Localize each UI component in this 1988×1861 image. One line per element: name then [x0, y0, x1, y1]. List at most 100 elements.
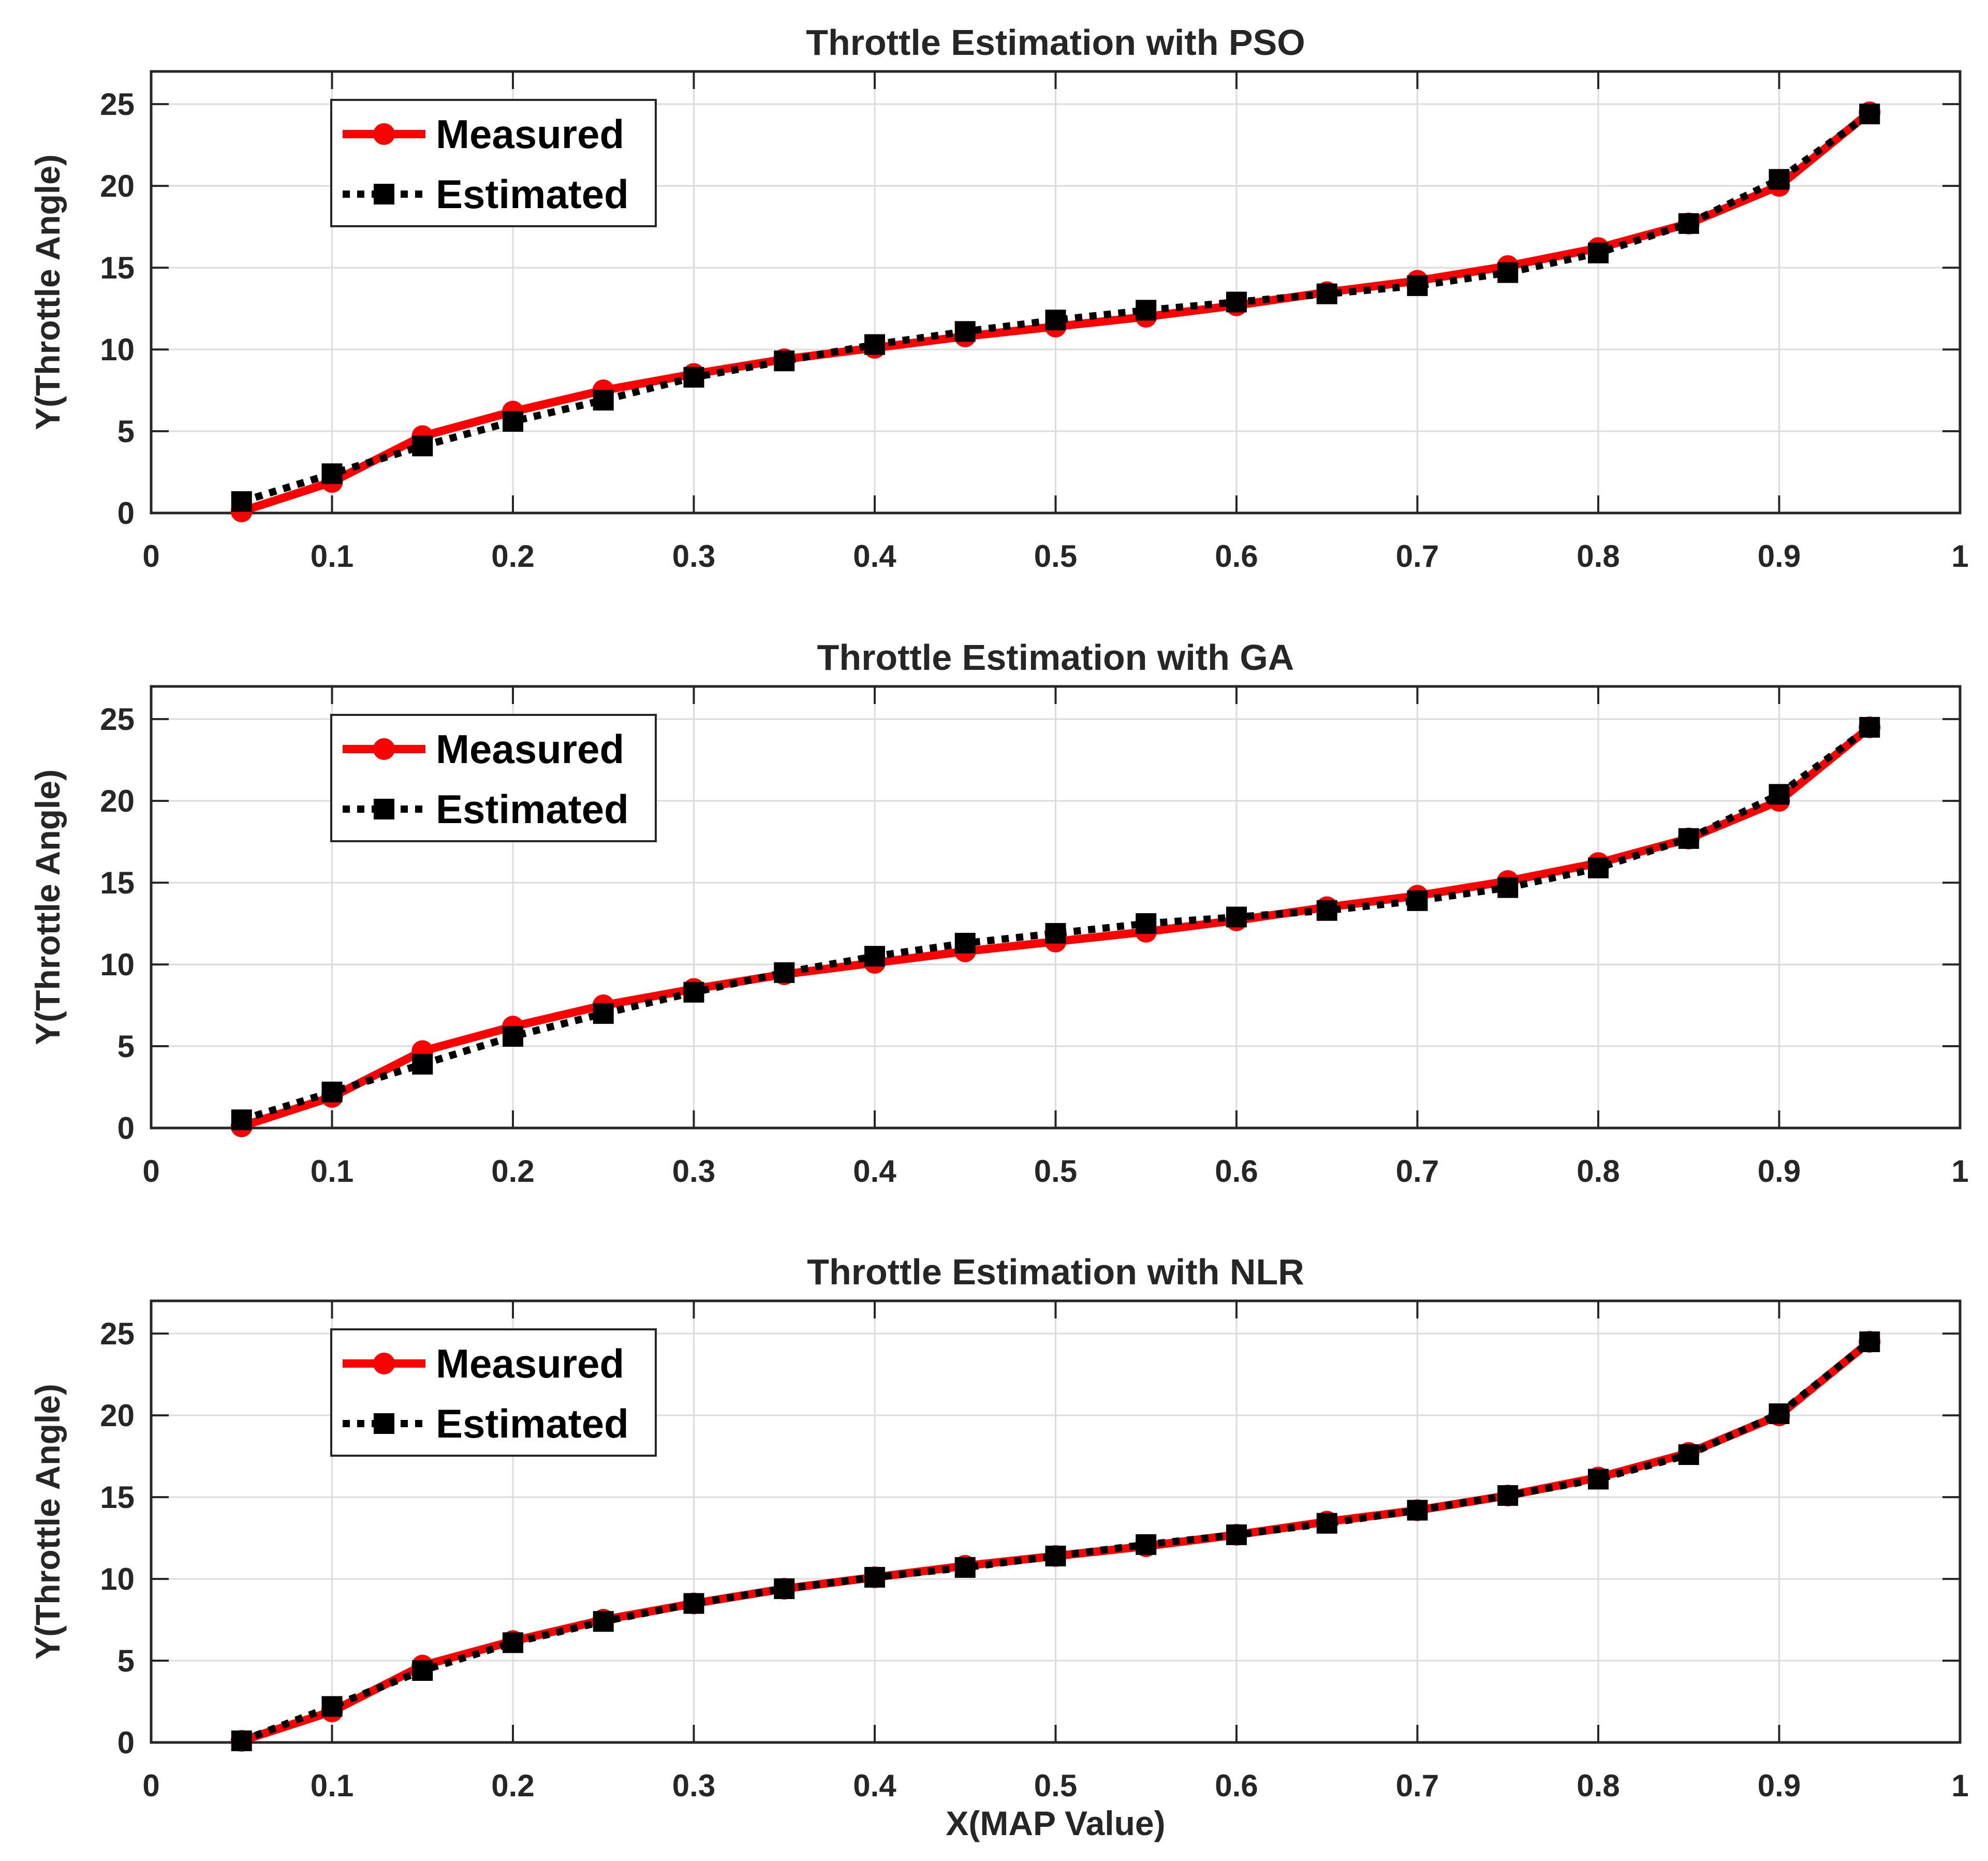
data-point-estimated	[1407, 890, 1428, 911]
data-point-estimated	[593, 390, 614, 411]
x-tick-label: 0.7	[1396, 539, 1439, 574]
data-point-estimated	[321, 1081, 343, 1103]
legend-marker-estimated	[374, 184, 394, 204]
x-tick-label: 0.5	[1034, 1154, 1077, 1189]
chart-panel-2: 0 0.1 0.2 0.3 0.4 0.5 0.6 0.7 0.8 0.9 10510152025T…	[28, 637, 1969, 1189]
x-tick-label: 0.8	[1577, 1768, 1619, 1803]
series-estimated	[231, 1331, 1880, 1751]
legend: Measured Estimated	[330, 1328, 657, 1457]
data-point-estimated	[864, 334, 885, 355]
y-tick-label: 15	[100, 251, 135, 285]
chart-panel-1: 0 0.1 0.2 0.3 0.4 0.5 0.6 0.7 0.8 0.9 10510152025T…	[28, 22, 1969, 574]
x-tick-label: 0.3	[672, 1768, 715, 1803]
legend-marker-measured	[373, 1353, 395, 1374]
y-tick-label: 0	[117, 1725, 135, 1760]
data-point-estimated	[503, 1632, 523, 1653]
data-point-estimated	[1045, 310, 1066, 331]
data-point-estimated	[1497, 262, 1519, 283]
legend-label-measured: Measured	[436, 726, 624, 772]
data-point-estimated	[1316, 900, 1337, 921]
y-tick-label: 25	[100, 87, 135, 122]
legend-marker-estimated	[374, 799, 394, 819]
data-point-estimated	[1769, 169, 1790, 190]
data-point-estimated	[954, 1557, 976, 1578]
data-point-estimated	[1678, 213, 1699, 234]
chart-panel-3: 0 0.1 0.2 0.3 0.4 0.5 0.6 0.7 0.8 0.9 10510152025T…	[28, 1252, 1969, 1803]
data-point-estimated	[774, 350, 795, 372]
x-tick-label: 0.3	[672, 1154, 715, 1189]
x-tick-label: 0.6	[1215, 539, 1258, 574]
y-tick-label: 10	[100, 947, 135, 982]
legend: Measured Estimated	[330, 714, 657, 842]
legend-box	[330, 1328, 657, 1457]
data-point-estimated	[1497, 877, 1519, 898]
y-axis-label: Y(Throttle Angle)	[28, 769, 67, 1045]
x-tick-label: 0.2	[491, 539, 534, 574]
data-point-estimated	[1226, 906, 1247, 928]
series-estimated	[231, 716, 1880, 1131]
y-tick-label: 5	[117, 1644, 135, 1678]
data-point-estimated	[1226, 291, 1247, 313]
y-tick-label: 0	[117, 496, 135, 531]
legend-marker-measured	[373, 123, 395, 145]
x-tick-label: 0.8	[1577, 539, 1619, 574]
x-tick-label: 0.9	[1758, 539, 1801, 574]
y-tick-label: 0	[117, 1111, 135, 1146]
y-tick-label: 25	[100, 1316, 135, 1351]
y-tick-label: 10	[100, 1562, 135, 1596]
data-point-estimated	[954, 321, 976, 342]
data-point-estimated	[1859, 1331, 1880, 1352]
series-estimated	[231, 104, 1880, 512]
x-tick-label: 0.5	[1034, 539, 1077, 574]
data-point-estimated	[1588, 1469, 1609, 1490]
data-point-estimated	[412, 1660, 433, 1681]
data-point-estimated	[1859, 104, 1880, 125]
x-axis-label: X(MAP Value)	[946, 1804, 1165, 1842]
y-tick-label: 10	[100, 332, 135, 367]
x-tick-label: 0.8	[1577, 1154, 1619, 1189]
data-point-estimated	[683, 1593, 704, 1614]
data-point-estimated	[1497, 1485, 1519, 1506]
data-point-estimated	[1226, 1524, 1247, 1545]
chart-panels: 0 0.1 0.2 0.3 0.4 0.5 0.6 0.7 0.8 0.9 10510152025T…	[28, 22, 1969, 1803]
x-tick-label: 0.7	[1396, 1768, 1439, 1803]
x-tick-label: 0.9	[1758, 1154, 1801, 1189]
x-tick-label: 0.2	[491, 1154, 534, 1189]
data-point-estimated	[864, 1566, 885, 1588]
chart-title: Throttle Estimation with NLR	[807, 1252, 1304, 1292]
legend-box	[330, 99, 657, 227]
legend-label-measured: Measured	[436, 111, 624, 157]
legend-marker-measured	[373, 738, 395, 760]
data-point-estimated	[231, 1109, 252, 1131]
data-point-estimated	[231, 1730, 252, 1751]
x-tick-label: 0.7	[1396, 1154, 1439, 1189]
legend-label-estimated: Estimated	[436, 786, 629, 832]
x-tick-label: 0.4	[853, 539, 896, 574]
x-tick-label: 0.4	[853, 1154, 896, 1189]
data-point-estimated	[321, 1696, 343, 1717]
data-point-estimated	[1588, 242, 1609, 263]
y-axis-label: Y(Throttle Angle)	[28, 154, 67, 430]
y-tick-label: 15	[100, 866, 135, 900]
data-point-estimated	[1678, 828, 1699, 849]
data-point-estimated	[774, 1578, 795, 1600]
data-point-estimated	[593, 1611, 614, 1632]
data-point-estimated	[1316, 283, 1337, 304]
x-tick-label: 0.1	[311, 1154, 354, 1189]
x-tick-label: 0.6	[1215, 1768, 1258, 1803]
data-point-estimated	[1769, 1403, 1790, 1424]
y-tick-label: 5	[117, 414, 135, 449]
x-tick-label: 1	[1951, 539, 1968, 574]
x-tick-label: 0.1	[311, 539, 354, 574]
x-tick-label: 0.9	[1758, 1768, 1801, 1803]
y-tick-label: 20	[100, 169, 135, 203]
data-point-estimated	[1045, 1545, 1066, 1566]
data-point-estimated	[1407, 1500, 1428, 1521]
data-point-estimated	[1136, 1534, 1157, 1555]
data-point-estimated	[1678, 1444, 1699, 1465]
legend-label-estimated: Estimated	[436, 171, 629, 217]
legend-label-measured: Measured	[436, 1341, 624, 1386]
legend: Measured Estimated	[330, 99, 657, 227]
data-point-estimated	[1045, 923, 1066, 944]
